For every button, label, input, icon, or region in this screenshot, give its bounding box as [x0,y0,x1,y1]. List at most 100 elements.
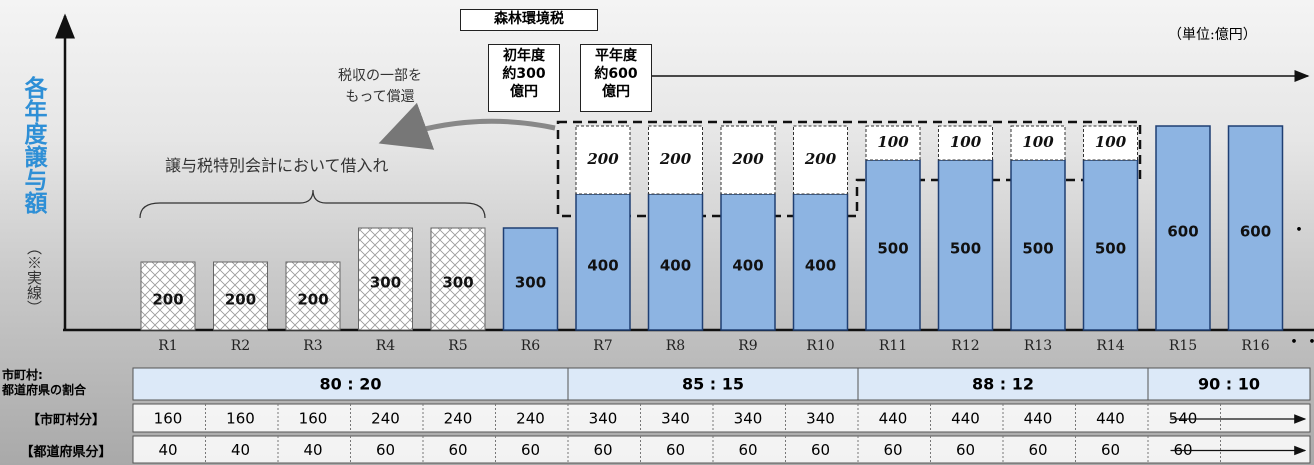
x-tick-label: R15 [1169,338,1197,354]
bar-segment [575,125,631,195]
repayment-note: 税収の一部を もって償還 [338,68,422,105]
bar-segment [793,125,848,195]
y-axis-note: （※実線） [25,240,43,315]
x-tick-label: R6 [521,338,541,354]
bar-segment [1082,159,1139,331]
bar-segment [1227,125,1284,331]
value-label: 200 [804,150,837,168]
bar-segment [1010,159,1066,331]
bar-segment [865,125,921,161]
value-label: 200 [586,150,619,168]
ratio-label: 90 : 10 [1198,375,1260,394]
bar-segment [937,159,994,331]
first-year-box: 初年度 約300 億円 [488,44,560,112]
table-cell: 240 [516,410,545,428]
table-cell: 440 [951,410,980,428]
value-label: 100 [950,133,982,151]
table-cell: 340 [806,410,835,428]
value-label: 200 [297,291,328,309]
ratio-label: 80 : 20 [319,375,381,394]
x-tick-label: R14 [1096,338,1124,354]
x-tick-label: R13 [1024,338,1052,354]
table-cell: 340 [661,410,690,428]
table-cell: 60 [666,441,685,459]
table-cell: 240 [371,410,400,428]
bar-segment [647,193,704,331]
table-cell: 40 [231,441,250,459]
table-cell: 440 [879,410,908,428]
x-tick-label: R12 [951,338,979,354]
bar-segment [792,193,849,331]
value-label: 400 [805,257,836,275]
bar-segment [938,125,993,161]
table-cell: 340 [589,410,618,428]
bar-segment [358,227,413,331]
tax-range-outline [556,120,1142,218]
x-tick-label: R16 [1241,338,1269,354]
x-tick-label: R5 [448,338,467,354]
value-label: 500 [1095,240,1126,258]
bar-segment [720,193,776,331]
bar-segment [720,125,776,195]
bar-segment [502,227,559,331]
x-tick-label: R1 [158,338,177,354]
value-label: 100 [877,133,909,151]
value-label: 500 [877,240,908,258]
value-label: 200 [152,291,183,309]
value-label: 300 [442,274,473,292]
table-row-bg [132,403,1311,433]
value-label: 300 [370,274,401,292]
value-label: 400 [732,257,763,275]
value-label: 500 [950,240,981,258]
bar-segment [648,125,703,195]
brace [139,189,486,219]
x-tick-label: R8 [666,338,685,354]
repayment-arrow [378,102,556,150]
bar-segment [1155,125,1211,331]
bar-segment [285,261,341,331]
table-cell: 60 [883,441,902,459]
y-axis-label: 各年度譲与額 [20,76,46,214]
x-tick-label: R11 [879,338,907,354]
row-header: 【市町村分】 [26,413,105,428]
table-cell: 60 [376,441,395,459]
table-cell: 160 [299,410,328,428]
table-cell: 60 [738,441,757,459]
bar-segment [1083,125,1138,161]
x-tick-label: R4 [376,338,396,354]
table-cell: 440 [1024,410,1053,428]
x-tick-label: R7 [593,338,612,354]
table-cell: 160 [226,410,255,428]
row-header: 【都道府県分】 [20,445,112,460]
value-label: 400 [587,257,618,275]
x-tick-label: R3 [303,338,322,354]
table-cell: 440 [1096,410,1125,428]
table-row-bg [132,367,1311,401]
row-header: 市町村: 都道府県の割合 [2,368,87,397]
ratio-label: 88 : 12 [972,375,1034,394]
table-cell: 60 [956,441,975,459]
unit-label: （単位:億円） [1168,27,1257,43]
table-cell: 60 [1028,441,1047,459]
ellipsis: ・・・ [1290,220,1314,241]
value-label: 600 [1240,223,1271,241]
value-label: 600 [1167,223,1198,241]
bar-segment [140,261,196,331]
value-label: 200 [225,291,256,309]
table-cell: 60 [1101,441,1120,459]
bar-segment [430,227,486,331]
table-row-bg [132,435,1311,464]
value-label: 100 [1095,133,1127,151]
table-cell: 160 [154,410,183,428]
value-label: 100 [1022,133,1054,151]
ratio-label: 85 : 15 [682,375,744,394]
tax-name-box: 森林環境税 [460,9,598,31]
table-cell: 60 [593,441,612,459]
bar-segment [575,193,631,331]
bar-segment [213,261,268,331]
table-cell: 60 [811,441,830,459]
table-cell: 40 [303,441,322,459]
value-label: 200 [659,150,692,168]
table-cell: 340 [734,410,763,428]
